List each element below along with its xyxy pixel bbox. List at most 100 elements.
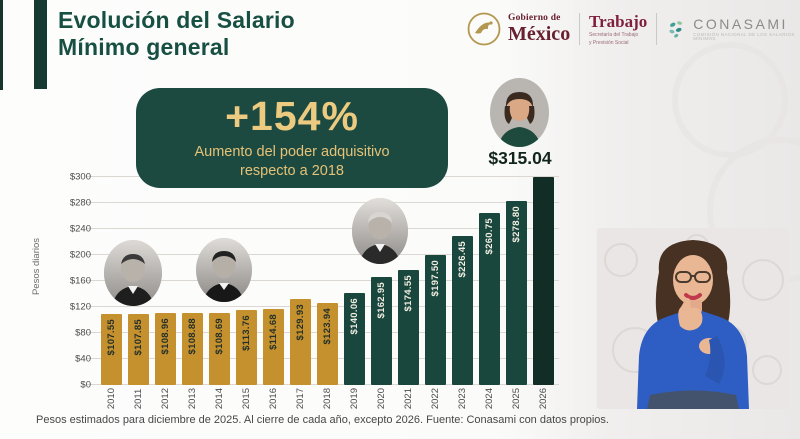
increase-caption-line-1: Aumento del poder adquisitivo <box>194 144 390 161</box>
conasami-caption-text: COMISIÓN NACIONAL DE LOS SALARIOS MÍNIMO… <box>693 31 795 41</box>
bar-2014: $108.69 <box>209 313 230 385</box>
conasami-leaf-icon <box>669 21 683 38</box>
x-axis-labels: 2010 2011 2012 2013 2014 2015 2016 2017 2018 2019… <box>97 388 561 409</box>
conasami-name-text: CONASAMI <box>693 15 788 32</box>
header-logos: Gobierno de México Trabajo Secretaría de… <box>466 11 800 47</box>
year-slot: 2022 <box>425 388 446 409</box>
bar-value-label: $197.50 <box>430 260 441 297</box>
bar-2013: $108.88 <box>182 313 203 385</box>
bar-2015: $113.76 <box>236 310 257 385</box>
x-tick-label: 2018 <box>322 388 333 410</box>
bar-2016: $114.68 <box>263 309 284 385</box>
bar-2022: $197.50 <box>425 255 446 385</box>
x-tick-label: 2013 <box>187 388 198 410</box>
bar-value-label: $114.68 <box>268 314 279 350</box>
page-title: Evolución del Salario Mínimo general <box>58 7 295 60</box>
y-tick-label: $160 <box>69 275 91 287</box>
y-tick-label: $200 <box>69 249 91 261</box>
trabajo-logo: Trabajo Secretaría del Trabajo y Previsi… <box>589 13 647 46</box>
year-slot: 2020 <box>371 388 392 409</box>
increase-callout-box: +154% Aumento del poder adquisitivo resp… <box>136 88 448 188</box>
bar-2020: $162.95 <box>371 277 392 385</box>
trabajo-caption-1: Secretaría del Trabajo <box>589 31 639 38</box>
bar-2019: $140.06 <box>344 293 365 385</box>
bar-value-label: $278.80 <box>511 206 522 243</box>
bar-value-label: $140.06 <box>349 298 360 335</box>
bar-2025: $278.80 <box>506 201 527 385</box>
trabajo-wordmark: Trabajo <box>589 11 648 31</box>
x-tick-label: 2014 <box>214 388 225 410</box>
footer-note: Pesos estimados para diciembre de 2025. … <box>36 414 609 426</box>
left-edge-strip <box>0 0 3 90</box>
amlo-photo <box>352 198 408 264</box>
title-line-2: Mínimo general <box>58 33 230 60</box>
x-tick-label: 2012 <box>160 388 171 410</box>
bar-value-label: $260.75 <box>484 218 495 255</box>
x-tick-label: 2024 <box>484 388 495 410</box>
year-slot: 2025 <box>506 388 527 409</box>
bar-value-label: $107.85 <box>133 319 144 356</box>
increase-percent: +154% <box>225 93 359 140</box>
bar-value-label: $107.55 <box>106 319 117 356</box>
gobierno-wordmark: Gobierno de México <box>508 12 571 46</box>
x-tick-label: 2021 <box>403 388 414 410</box>
bar-2010: $107.55 <box>101 314 122 385</box>
gridline <box>87 254 559 255</box>
calderon-photo <box>104 240 162 306</box>
x-tick-label: 2016 <box>268 388 279 410</box>
bar-2011: $107.85 <box>128 314 149 385</box>
value-2026-label: $315.04 <box>488 148 552 168</box>
bar-2026 <box>533 177 554 385</box>
bar-value-label: $108.88 <box>187 318 198 355</box>
year-slot: 2023 <box>452 388 473 409</box>
year-slot: 2015 <box>236 388 257 409</box>
gridline <box>87 280 559 281</box>
pena-nieto-photo <box>196 238 252 302</box>
trabajo-caption-2: y Previsión Social <box>589 39 629 46</box>
bar-value-label: $108.69 <box>214 318 225 355</box>
bar-2012: $108.96 <box>155 313 176 385</box>
x-tick-label: 2025 <box>511 388 522 410</box>
year-slot: 2011 <box>128 388 149 409</box>
year-slot: 2017 <box>290 388 311 409</box>
year-slot: 2016 <box>263 388 284 409</box>
sheinbaum-photo <box>490 78 549 147</box>
y-tick-label: $40 <box>75 353 91 365</box>
plot-area: $107.55 $107.85 $108.96 $108.88 $108.69 $113.… <box>70 167 559 391</box>
year-slot: 2010 <box>101 388 122 409</box>
bar-2018: $123.94 <box>317 303 338 385</box>
bar-2024: $260.75 <box>479 213 500 385</box>
x-tick-label: 2022 <box>430 388 441 410</box>
bar-value-label: $162.95 <box>376 282 387 319</box>
year-slot: 2026 <box>533 388 554 409</box>
bars-row: $107.55 $107.85 $108.96 $108.88 $108.69 $113.… <box>97 167 557 385</box>
year-slot: 2018 <box>317 388 338 409</box>
year-slot: 2012 <box>155 388 176 409</box>
x-tick-label: 2010 <box>106 388 117 410</box>
y-tick-label: $300 <box>69 171 91 183</box>
bar-2021: $174.55 <box>398 270 419 385</box>
year-slot: 2013 <box>182 388 203 409</box>
increase-caption-line-2: respecto a 2018 <box>239 162 344 179</box>
bar-value-label: $226.45 <box>457 241 468 278</box>
title-line-1: Evolución del Salario <box>58 7 295 33</box>
x-tick-label: 2015 <box>241 388 252 410</box>
x-tick-label: 2011 <box>133 388 144 410</box>
gobierno-small-text: Gobierno de <box>508 12 561 23</box>
conasami-logo: CONASAMI COMISIÓN NACIONAL DE LOS SALARI… <box>666 16 800 42</box>
y-tick-label: $0 <box>80 379 91 391</box>
x-tick-label: 2026 <box>538 388 549 410</box>
logo-divider <box>656 13 658 45</box>
bar-value-label: $174.55 <box>403 275 414 312</box>
year-slot: 2024 <box>479 388 500 409</box>
x-tick-label: 2017 <box>295 388 306 410</box>
bar-value-label: $129.93 <box>295 304 306 341</box>
bar-value-label: $113.76 <box>241 315 252 351</box>
year-slot: 2021 <box>398 388 419 409</box>
gridline <box>87 202 559 203</box>
eagle-emblem-icon <box>467 12 501 46</box>
gobierno-big-text: México <box>508 23 571 46</box>
gridline <box>87 228 559 229</box>
bar-2017: $129.93 <box>290 299 311 385</box>
